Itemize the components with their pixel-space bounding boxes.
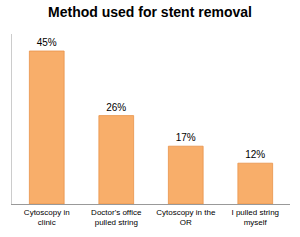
svg-text:45%: 45% [37,37,57,48]
svg-text:Cytoscopy inclinic: Cytoscopy inclinic [24,208,70,227]
svg-text:17%: 17% [176,132,196,143]
svg-text:12%: 12% [245,149,265,160]
svg-text:Method used for stent removal: Method used for stent removal [48,4,252,20]
svg-text:Doctor's officepulled string: Doctor's officepulled string [91,208,142,227]
svg-text:Cytoscopy in theOR: Cytoscopy in theOR [156,208,216,227]
svg-text:I pulled stringmyself: I pulled stringmyself [231,208,279,227]
svg-text:26%: 26% [106,102,126,113]
